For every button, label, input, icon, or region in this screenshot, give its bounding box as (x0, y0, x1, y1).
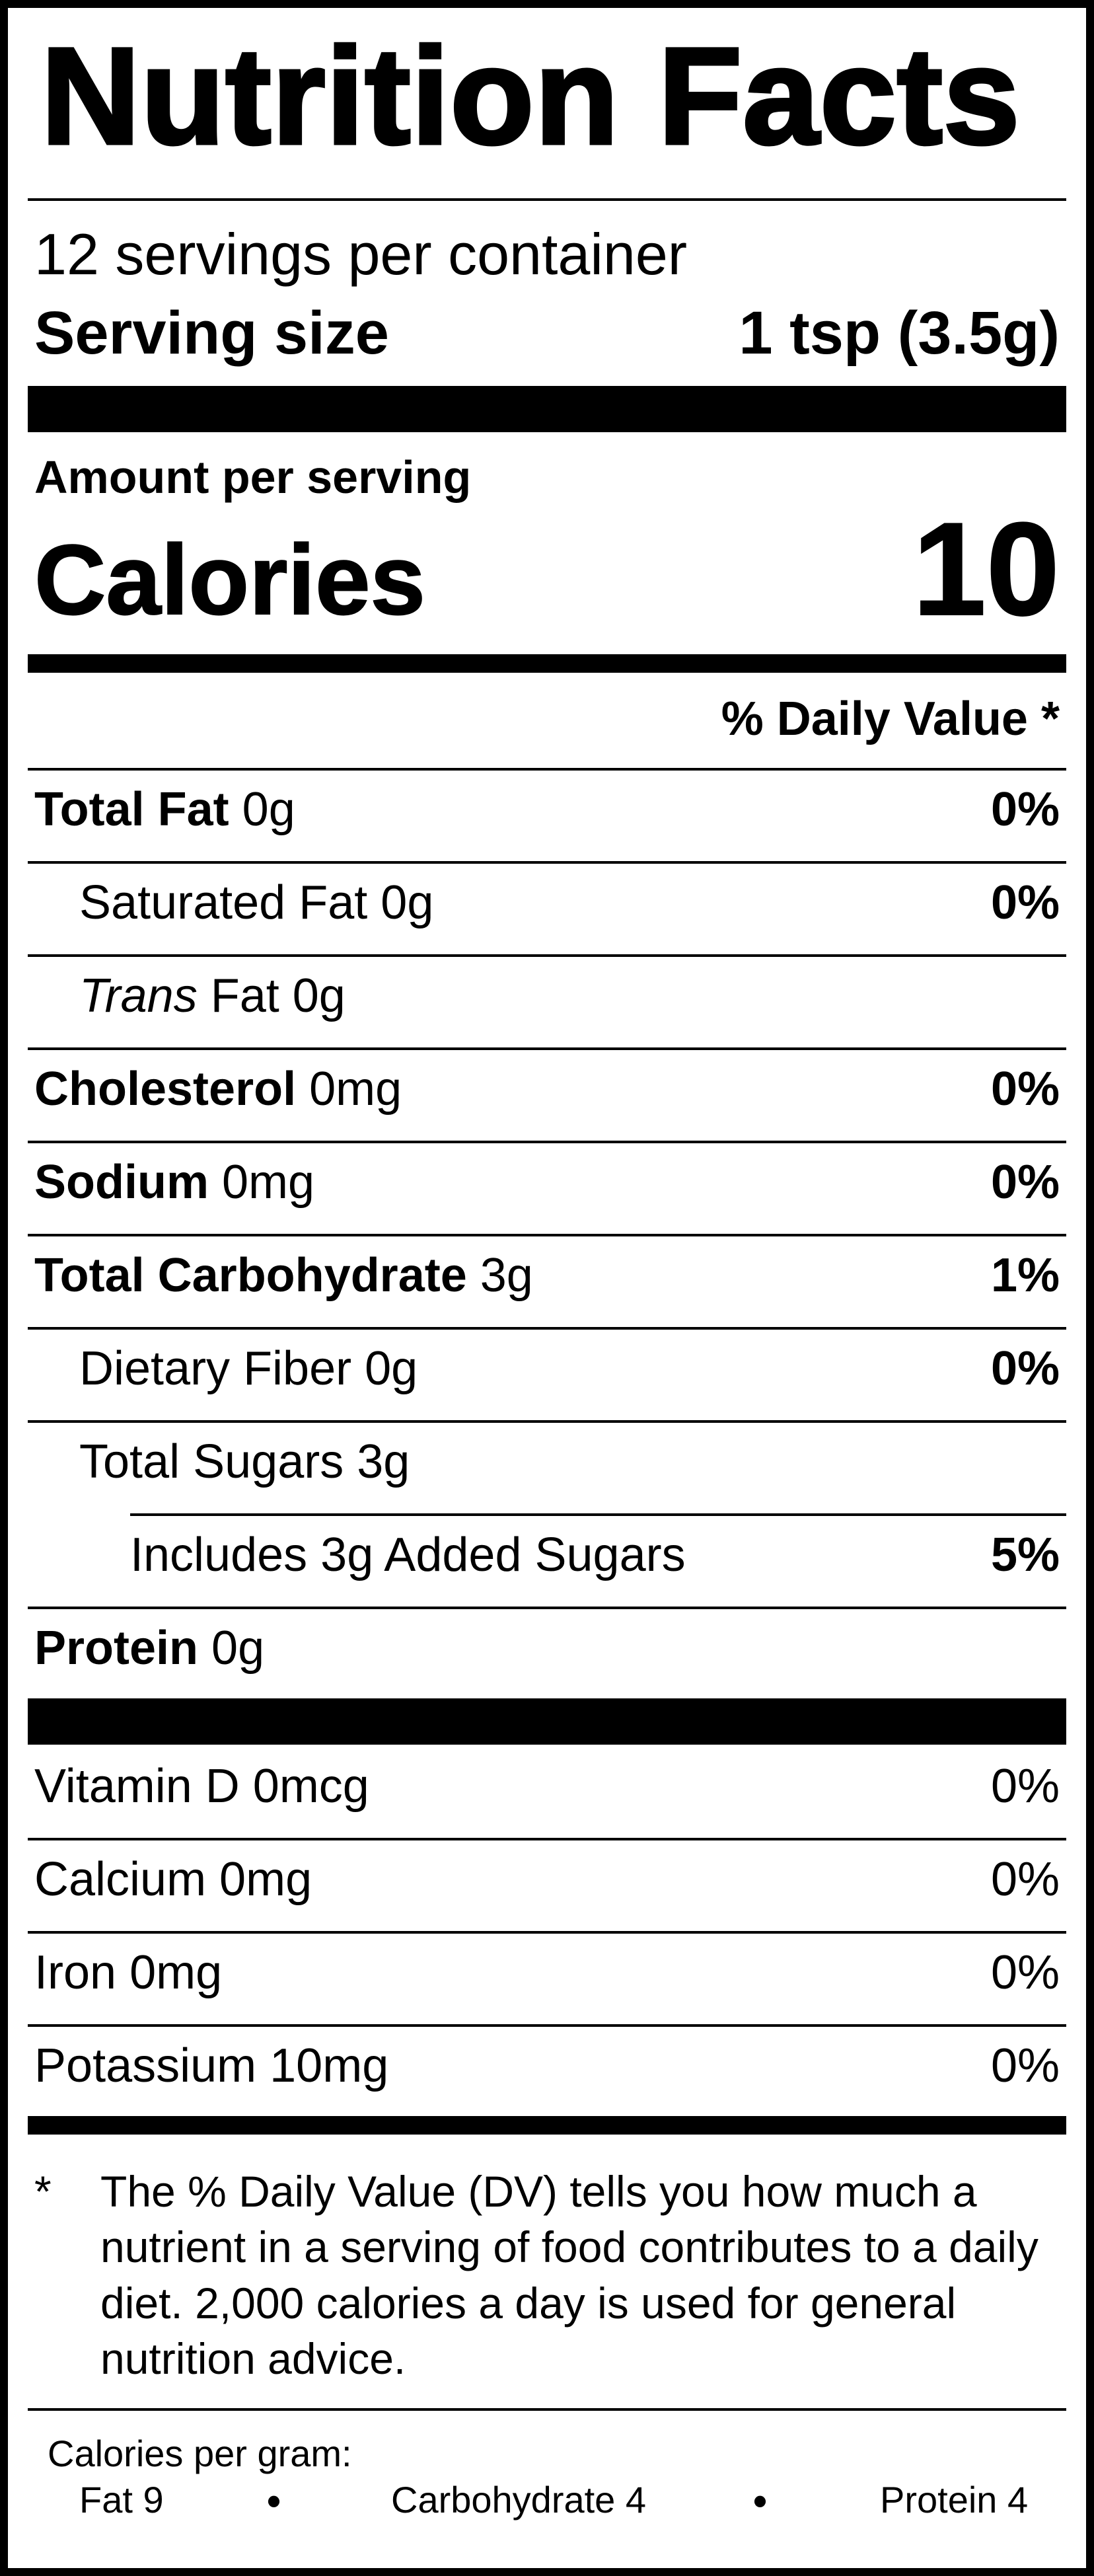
vitamin-daily-value: 0% (990, 1946, 1060, 1999)
nutrient-amount: 0g (229, 783, 295, 836)
nutrient-row: Protein 0g (28, 1607, 1066, 1692)
nutrient-name: Trans Fat 0g (79, 967, 346, 1024)
nutrient-label: Total Fat (34, 783, 229, 836)
serving-size-label: Serving size (34, 299, 389, 367)
nutrient-daily-value: 1% (990, 1249, 1060, 1302)
cpg-carbohydrate: Carbohydrate 4 (391, 2479, 647, 2520)
nutrient-label: Dietary Fiber (79, 1342, 352, 1395)
serving-size-value: 1 tsp (3.5g) (739, 299, 1060, 367)
row-divider (28, 1141, 1066, 1143)
nutrient-row: Saturated Fat 0g 0% (28, 861, 1066, 947)
nutrient-label: Fat (197, 969, 279, 1022)
vitamin-name: Vitamin D 0mcg (34, 1760, 369, 1813)
nutrient-name: Dietary Fiber 0g (79, 1340, 418, 1397)
nutrient-name: Sodium 0mg (34, 1154, 314, 1211)
label-inner: Nutrition Facts 12 servings per containe… (28, 8, 1066, 2568)
nutrient-amount: 0mg (296, 1063, 402, 1116)
medium-divider (28, 2116, 1066, 2135)
nutrient-row: Total Fat 0g 0% (28, 768, 1066, 854)
heavy-divider (28, 386, 1066, 432)
nutrient-name: Total Carbohydrate 3g (34, 1247, 533, 1304)
bullet-separator: • (753, 2479, 768, 2523)
nutrient-amount: 0g (198, 1622, 265, 1675)
nutrient-label: Total Carbohydrate (34, 1249, 467, 1302)
calories-label: Calories (34, 524, 426, 635)
medium-divider (28, 654, 1066, 673)
vitamin-name: Potassium 10mg (34, 2039, 389, 2092)
nutrient-name: Saturated Fat 0g (79, 874, 433, 931)
nutrient-daily-value: 0% (990, 876, 1060, 929)
nutrient-name-italic: Trans (79, 969, 198, 1022)
cpg-fat: Fat 9 (79, 2479, 164, 2520)
vitamin-row: Iron 0mg 0% (28, 1931, 1066, 2017)
divider (28, 198, 1066, 201)
vitamin-daily-value: 0% (990, 1853, 1060, 1906)
nutrient-name: Protein 0g (34, 1620, 264, 1677)
vitamin-name: Calcium 0mg (34, 1853, 312, 1906)
nutrient-amount: 0g (351, 1342, 418, 1395)
row-divider (28, 2024, 1066, 2027)
bullet-separator: • (267, 2479, 281, 2523)
nutrient-label: Includes 3g Added Sugars (130, 1529, 686, 1581)
nutrient-row: Dietary Fiber 0g 0% (28, 1327, 1066, 1413)
row-divider (28, 1234, 1066, 1236)
nutrient-amount: 3g (344, 1435, 410, 1488)
daily-value-header: % Daily Value * (721, 693, 1060, 745)
row-divider (28, 1838, 1066, 1840)
row-divider (28, 768, 1066, 771)
nutrient-label: Sodium (34, 1156, 209, 1209)
nutrient-amount: 0g (367, 876, 434, 929)
amount-per-serving: Amount per serving (34, 451, 472, 503)
nutrient-label: Cholesterol (34, 1063, 297, 1116)
nutrient-label: Protein (34, 1622, 199, 1675)
nutrient-name: Includes 3g Added Sugars (130, 1527, 686, 1583)
heavy-divider (28, 1698, 1066, 1745)
row-divider (28, 861, 1066, 864)
divider (28, 2408, 1066, 2411)
nutrient-name: Total Fat 0g (34, 781, 295, 838)
nutrient-daily-value: 0% (990, 783, 1060, 836)
nutrient-row: Sodium 0mg 0% (28, 1141, 1066, 1227)
nutrient-row: Includes 3g Added Sugars 5% (28, 1513, 1066, 1599)
nutrient-row: Total Carbohydrate 3g 1% (28, 1234, 1066, 1320)
row-divider (28, 1420, 1066, 1423)
calories-value: 10 (912, 496, 1060, 643)
vitamin-daily-value: 0% (990, 2039, 1060, 2092)
nutrient-row: Cholesterol 0mg 0% (28, 1047, 1066, 1133)
row-divider (130, 1513, 1066, 1516)
footnote-marker: * (34, 2167, 52, 2216)
nutrient-daily-value: 0% (990, 1156, 1060, 1209)
label-title: Nutrition Facts (40, 20, 1022, 173)
nutrient-daily-value: 0% (990, 1063, 1060, 1116)
nutrient-row: Trans Fat 0g (28, 954, 1066, 1040)
nutrient-name: Total Sugars 3g (79, 1433, 410, 1490)
nutrient-label: Saturated Fat (79, 876, 368, 929)
footnote-text: The % Daily Value (DV) tells you how muc… (100, 2167, 1039, 2384)
vitamin-daily-value: 0% (990, 1760, 1060, 1813)
vitamin-row: Potassium 10mg 0% (28, 2024, 1066, 2110)
vitamin-row: Calcium 0mg 0% (28, 1838, 1066, 1924)
calories-per-gram-row: Fat 9 • Carbohydrate 4 • Protein 4 (28, 2478, 1066, 2531)
nutrient-daily-value: 5% (990, 1529, 1060, 1581)
vitamin-name: Iron 0mg (34, 1946, 223, 1999)
row-divider (28, 1327, 1066, 1330)
calories-per-gram-label: Calories per gram: (48, 2433, 352, 2474)
row-divider (28, 954, 1066, 957)
vitamin-row: Vitamin D 0mcg 0% (28, 1745, 1066, 1831)
nutrient-amount: 0g (279, 969, 346, 1022)
nutrient-daily-value: 0% (990, 1342, 1060, 1395)
nutrient-amount: 3g (466, 1249, 533, 1302)
row-divider (28, 1047, 1066, 1050)
nutrient-amount: 0mg (209, 1156, 315, 1209)
row-divider (28, 1607, 1066, 1609)
nutrient-name: Cholesterol 0mg (34, 1061, 402, 1118)
nutrient-label: Total Sugars (79, 1435, 344, 1488)
cpg-protein: Protein 4 (880, 2479, 1029, 2520)
servings-per-container: 12 servings per container (34, 221, 688, 287)
row-divider (28, 1931, 1066, 1934)
nutrient-row: Total Sugars 3g (28, 1420, 1066, 1506)
